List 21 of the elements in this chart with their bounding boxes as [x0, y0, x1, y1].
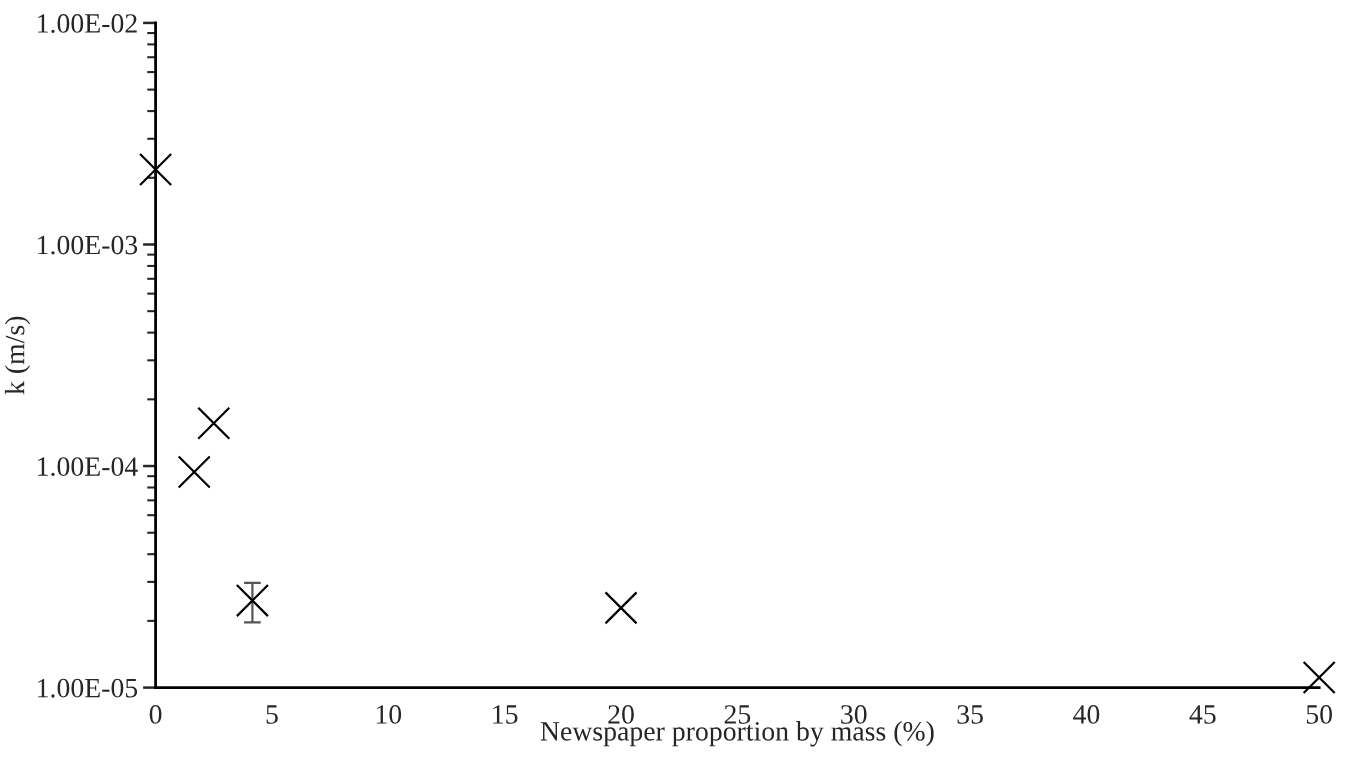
point [197, 406, 231, 440]
y-axis-title: k (m/s) [4, 316, 31, 395]
x-tick-label: 5 [266, 705, 278, 724]
point [138, 152, 173, 187]
y-tick-label: 1.00E-03 [38, 235, 138, 255]
x-tick-label: 40 [1073, 705, 1100, 724]
x-tick-label: 25 [724, 705, 751, 724]
x-tick-label: 15 [493, 705, 518, 724]
y-tick-label: 1.00E-05 [38, 678, 138, 698]
y-tick-label: 1.00E-04 [38, 457, 138, 477]
y-tick-label: 1.00E-02 [38, 14, 137, 33]
point [604, 591, 638, 625]
x-tick-label: 10 [376, 705, 402, 724]
point [1302, 660, 1336, 695]
point [177, 455, 211, 489]
point [235, 583, 270, 618]
x-tick-label: 50 [1306, 705, 1332, 724]
x-tick-label: 45 [1189, 705, 1216, 724]
x-tick-label: 35 [957, 705, 983, 724]
x-tick-label: 20 [608, 705, 634, 724]
x-tick-label: 0 [149, 705, 162, 724]
